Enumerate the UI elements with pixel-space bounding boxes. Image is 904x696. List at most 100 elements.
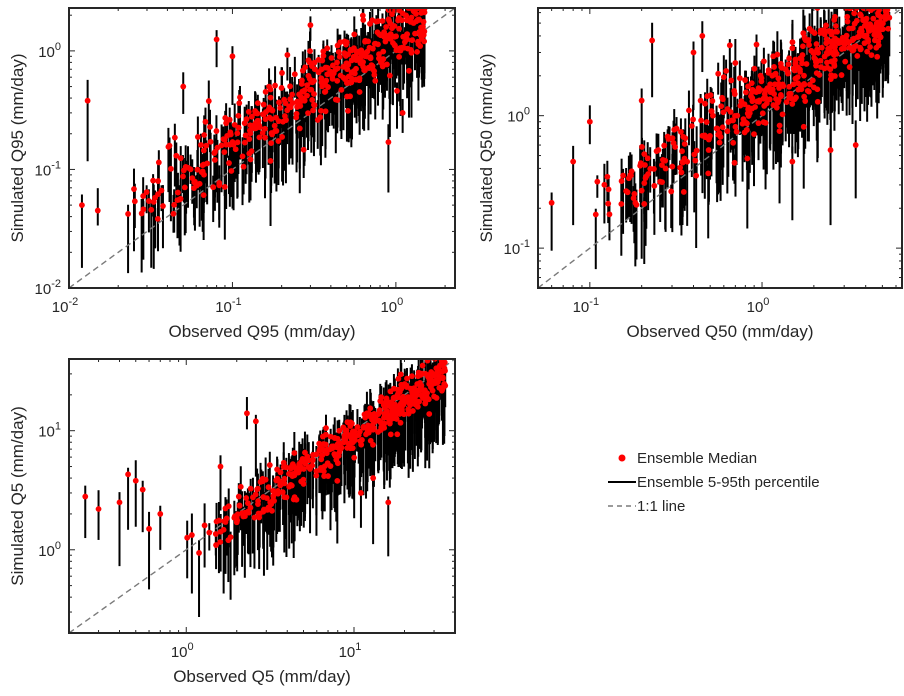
median-point (846, 25, 852, 32)
median-point (745, 83, 751, 90)
median-point (728, 77, 735, 84)
median-point (677, 164, 684, 171)
median-point (82, 493, 89, 500)
median-point (418, 24, 424, 31)
median-point (125, 211, 131, 217)
median-point (362, 67, 368, 74)
median-point (813, 59, 820, 65)
median-point (304, 92, 310, 99)
median-point (374, 29, 381, 36)
median-point (422, 400, 429, 407)
median-point (850, 35, 857, 42)
median-point (651, 166, 657, 172)
median-point (394, 87, 400, 94)
median-point (182, 163, 189, 170)
median-point (220, 526, 227, 533)
median-point (279, 489, 286, 496)
median-point (180, 173, 186, 180)
median-point (759, 110, 766, 117)
median-point (789, 101, 796, 107)
median-point (275, 488, 281, 494)
median-point (291, 71, 298, 78)
median-point (283, 494, 290, 501)
median-point (366, 44, 373, 51)
median-point (749, 98, 756, 105)
median-point (876, 23, 883, 30)
axes-frame (68, 358, 456, 634)
median-point (332, 452, 338, 459)
median-point (788, 95, 794, 102)
median-point (417, 43, 424, 49)
median-point (323, 425, 329, 431)
median-point (827, 147, 834, 153)
median-point (387, 431, 394, 438)
median-point (317, 114, 324, 120)
median-point (277, 105, 284, 111)
x-tick-label: 100 (747, 296, 770, 316)
median-point (857, 46, 864, 53)
median-point (394, 431, 401, 438)
median-point (345, 61, 352, 68)
median-point (131, 198, 138, 205)
median-point (856, 29, 863, 36)
median-point (234, 130, 241, 137)
axes-frame (537, 7, 903, 289)
median-point (805, 88, 812, 95)
median-point (818, 44, 825, 51)
median-point (605, 200, 612, 207)
median-point (813, 48, 820, 55)
median-point (252, 418, 259, 425)
median-point (170, 210, 177, 217)
median-point (234, 139, 241, 146)
median-point (682, 135, 689, 142)
median-point (248, 113, 255, 120)
median-point (293, 110, 300, 117)
median-point (181, 184, 188, 191)
y-tick-label: 10-1 (35, 159, 61, 179)
median-point (405, 406, 412, 413)
median-point (794, 74, 801, 80)
median-point (877, 34, 884, 41)
median-point (705, 170, 712, 177)
median-point (785, 70, 791, 77)
median-point (254, 100, 261, 106)
median-point (258, 478, 265, 485)
median-point (861, 22, 868, 29)
y-tick-label: 100 (38, 41, 61, 61)
median-point (659, 162, 665, 169)
median-point (716, 139, 723, 146)
median-point (268, 501, 275, 508)
median-point (321, 473, 327, 479)
median-point (860, 32, 867, 39)
median-point (732, 112, 738, 119)
median-point (428, 369, 435, 375)
median-point (417, 380, 423, 386)
median-point (790, 65, 797, 72)
median-point (271, 122, 278, 129)
median-point (864, 48, 871, 55)
median-point (356, 89, 363, 95)
median-point (203, 142, 210, 149)
median-point (267, 158, 274, 164)
median-point (278, 85, 285, 91)
median-point (424, 390, 430, 396)
median-point (237, 483, 244, 490)
median-point (300, 466, 307, 472)
median-point (679, 148, 685, 155)
median-point (844, 18, 851, 25)
median-point (645, 171, 652, 177)
median-point (255, 501, 261, 508)
median-point (212, 531, 219, 537)
median-point (776, 128, 783, 135)
median-point (641, 201, 648, 207)
median-point (708, 108, 715, 114)
median-point (177, 155, 184, 162)
median-point (194, 134, 201, 140)
median-point (265, 484, 272, 491)
median-point (206, 529, 213, 536)
median-point (720, 74, 727, 80)
median-point (824, 64, 831, 71)
median-point (618, 178, 625, 184)
median-point (778, 93, 784, 100)
median-point (800, 43, 806, 50)
